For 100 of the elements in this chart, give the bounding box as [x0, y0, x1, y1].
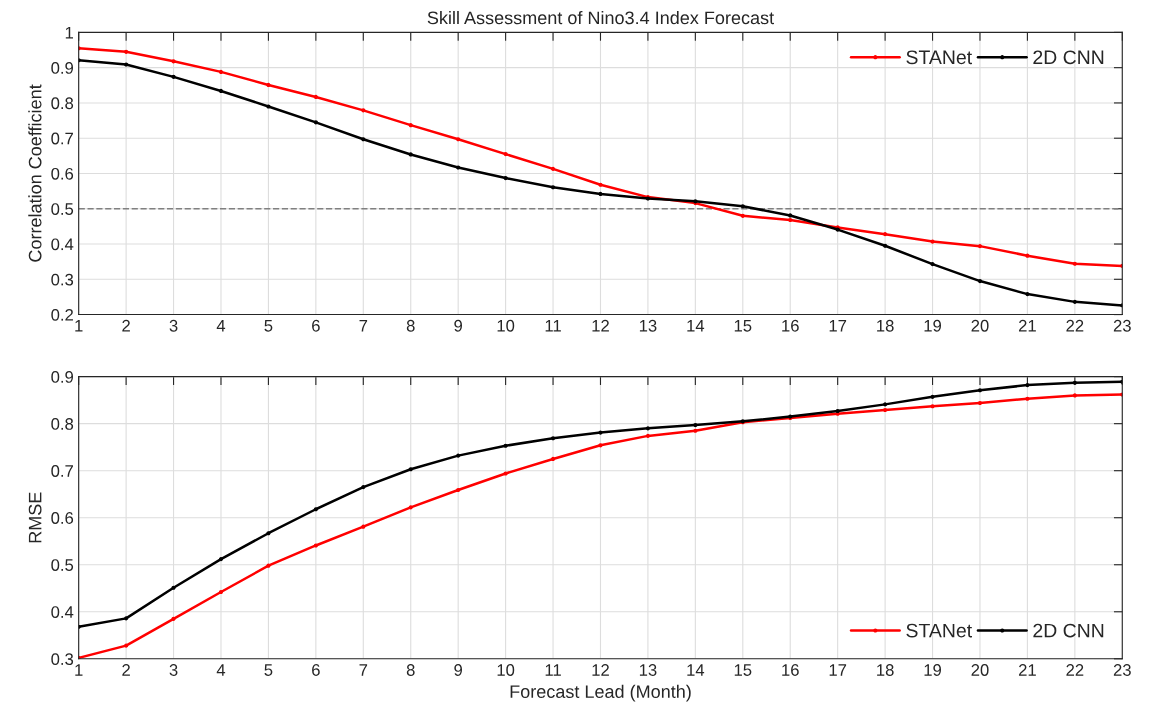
x-axis-title: Forecast Lead (Month): [510, 684, 691, 702]
x-tick-label: 17: [829, 320, 847, 332]
y-tick-label: 0.8: [51, 97, 74, 110]
x-tick-label: 20: [971, 664, 989, 676]
x-tick-label: 18: [877, 664, 894, 676]
x-tick-label: 2: [122, 319, 130, 332]
point: [218, 69, 224, 74]
x-tick-label: 23: [1113, 664, 1131, 676]
point: [550, 436, 556, 441]
point: [1025, 292, 1030, 297]
x-tick-label: 9: [454, 319, 463, 332]
point: [550, 185, 556, 190]
x-tick-label: 19: [924, 664, 942, 676]
point: [788, 213, 793, 218]
x-tick-label: 8: [406, 319, 415, 332]
x-tick-label: 20: [971, 319, 989, 332]
x-tick-label: 19: [924, 319, 942, 332]
x-tick-label: 2: [122, 664, 130, 676]
x-tick-label: 6: [312, 319, 320, 332]
x-tick-label: 15: [734, 664, 752, 676]
point: [930, 262, 935, 267]
point: [171, 585, 176, 590]
point: [313, 543, 318, 548]
point: [124, 616, 129, 621]
y-tick-label: 0.9: [51, 62, 74, 74]
point: [456, 165, 461, 170]
point: [408, 123, 413, 128]
point: [361, 485, 366, 490]
point: [456, 487, 461, 493]
x-tick-label: 7: [359, 320, 368, 332]
x-tick-label: 10: [497, 664, 515, 676]
line-series: [78, 46, 1123, 268]
point: [313, 94, 318, 100]
x-tick-label: 1: [75, 664, 83, 676]
x-tick-label: 14: [687, 664, 705, 676]
y-tick-label: 0.2: [51, 308, 73, 321]
point: [1025, 383, 1030, 388]
point: [645, 426, 650, 431]
y-tick-label: 0.3: [51, 273, 74, 286]
point: [977, 388, 983, 393]
point: [1072, 393, 1077, 398]
point: [313, 120, 318, 125]
legend-label: STANet: [906, 50, 972, 65]
point: [550, 166, 556, 171]
x-tick-label: 13: [639, 664, 657, 676]
point: [645, 433, 650, 438]
point: [124, 49, 129, 54]
legend-label: 2D CNN: [1033, 50, 1104, 65]
x-tick-label: 4: [216, 320, 226, 332]
x-tick-label: 23: [1113, 319, 1131, 332]
x-tick-label: 12: [592, 664, 609, 676]
x-tick-label: 9: [454, 664, 463, 676]
point: [883, 407, 888, 413]
point: [456, 453, 461, 458]
point: [124, 62, 129, 67]
y-tick-label: 1: [65, 26, 73, 39]
point: [930, 394, 935, 399]
x-tick-label: 22: [1066, 664, 1084, 676]
point: [550, 456, 556, 462]
x-tick-label: 21: [1018, 319, 1036, 332]
x-tick-label: 5: [264, 664, 273, 676]
y-axis-title: RMSE: [28, 492, 42, 543]
point: [218, 557, 224, 562]
legend-label: 2D CNN: [1033, 623, 1104, 638]
point: [361, 108, 366, 113]
point: [1072, 380, 1077, 385]
point: [456, 137, 461, 142]
point: [408, 505, 413, 510]
y-tick-label: 0.4: [51, 606, 74, 618]
x-tick-label: 5: [264, 320, 273, 332]
point: [1025, 396, 1030, 401]
point: [171, 616, 176, 621]
point: [883, 232, 888, 237]
point: [598, 182, 603, 187]
y-tick-label: 0.6: [51, 167, 74, 180]
x-tick-label: 1: [75, 320, 83, 332]
point: [361, 137, 366, 142]
point: [1072, 261, 1077, 266]
point: [124, 643, 129, 648]
y-tick-label: 0.8: [51, 418, 74, 430]
point: [930, 404, 935, 409]
x-tick-label: 10: [497, 319, 515, 332]
legend-label: STANet: [906, 623, 972, 638]
point: [740, 204, 745, 209]
x-tick-label: 12: [592, 319, 609, 332]
x-tick-label: 16: [782, 664, 799, 676]
x-tick-label: 3: [169, 664, 178, 676]
point: [598, 443, 603, 448]
x-tick-label: 8: [406, 664, 415, 676]
y-tick-label: 0.3: [51, 653, 74, 665]
point: [977, 278, 983, 284]
point: [740, 213, 745, 218]
x-tick-label: 17: [829, 664, 847, 676]
point: [503, 443, 508, 448]
x-tick-label: 13: [639, 319, 657, 332]
x-tick-label: 22: [1066, 319, 1084, 332]
point: [883, 243, 888, 248]
y-tick-label: 0.5: [51, 559, 74, 571]
point: [408, 467, 413, 472]
point: [883, 402, 888, 407]
